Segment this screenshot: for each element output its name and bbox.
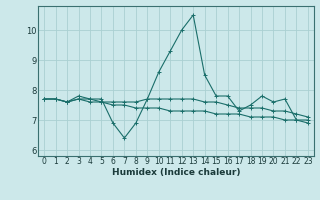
X-axis label: Humidex (Indice chaleur): Humidex (Indice chaleur) (112, 168, 240, 177)
